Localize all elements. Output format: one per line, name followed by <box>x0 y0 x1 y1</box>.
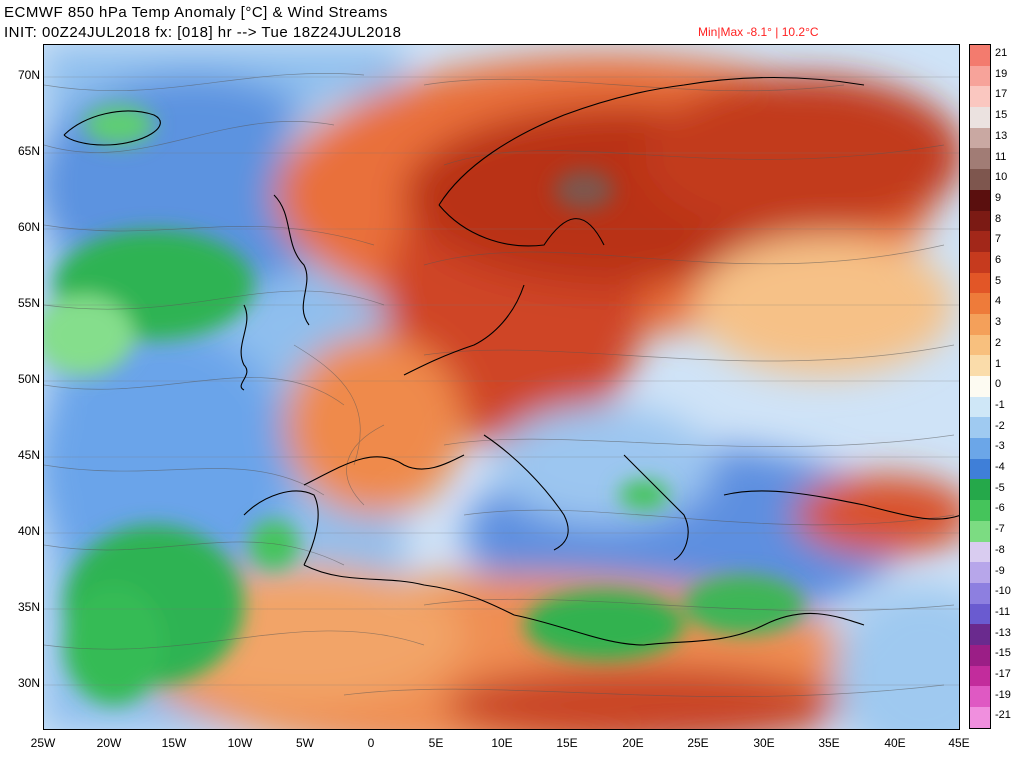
color-scale-label: 0 <box>995 378 1002 391</box>
color-scale-swatch <box>970 272 990 294</box>
color-scale-swatch <box>970 293 990 314</box>
color-scale-label: 5 <box>995 274 1002 287</box>
color-scale-swatch <box>970 665 990 687</box>
lat-label-60n: 60N <box>17 220 40 234</box>
lon-label-25e: 25E <box>687 736 709 750</box>
lon-label-5w: 5W <box>296 736 314 750</box>
lon-label-45e: 45E <box>948 736 970 750</box>
color-scale-label: 9 <box>995 191 1002 204</box>
temperature-anomaly-map <box>43 44 960 730</box>
color-scale-label: 1 <box>995 357 1002 370</box>
color-scale-swatch <box>970 189 990 211</box>
color-scale-label: 11 <box>995 150 1007 163</box>
color-scale-swatch <box>970 45 990 66</box>
color-scale-swatch <box>970 479 990 501</box>
color-scale-label: 13 <box>995 129 1008 142</box>
color-scale-swatch <box>970 210 990 232</box>
lat-label-35n: 35N <box>17 600 40 614</box>
lon-label-35e: 35E <box>818 736 840 750</box>
lat-label-65n: 65N <box>17 144 40 158</box>
lon-label-15e: 15E <box>556 736 578 750</box>
color-scale-swatch <box>970 603 990 625</box>
color-scale-label: 2 <box>995 336 1002 349</box>
lon-label-30e: 30E <box>753 736 775 750</box>
color-scale-swatch <box>970 107 990 128</box>
color-scale-label: 21 <box>995 47 1008 59</box>
lat-label-40n: 40N <box>17 524 40 538</box>
lat-label-45n: 45N <box>17 448 40 462</box>
color-scale-swatch <box>970 417 990 439</box>
lon-label-20e: 20E <box>622 736 644 750</box>
lon-label-25w: 25W <box>30 736 56 750</box>
color-scale-label: 7 <box>995 233 1002 246</box>
color-scale-label: -17 <box>995 668 1011 680</box>
color-scale-label: 3 <box>995 316 1002 329</box>
color-scale-swatch <box>970 169 990 190</box>
color-scale-label: -6 <box>995 502 1005 515</box>
coastlines <box>63 76 959 646</box>
color-scale-swatch <box>970 355 990 376</box>
color-scale-label: -9 <box>995 564 1005 577</box>
color-scale-swatch <box>970 686 990 707</box>
color-scale-swatch <box>970 562 990 583</box>
color-scale-label: -4 <box>995 461 1005 473</box>
color-scale-label: 6 <box>995 254 1002 266</box>
color-scale-label: 15 <box>995 109 1008 122</box>
color-scale-label: 17 <box>995 88 1008 101</box>
color-scale-swatch <box>970 396 990 418</box>
color-scale-label: -15 <box>995 647 1011 660</box>
map-canvas <box>44 45 959 729</box>
lat-label-55n: 55N <box>17 296 40 310</box>
color-scale-swatch <box>970 127 990 149</box>
color-scale-label: -2 <box>995 419 1005 432</box>
color-scale-swatch <box>970 148 990 170</box>
color-scale-swatch <box>970 541 990 563</box>
lat-label-70n: 70N <box>17 68 40 82</box>
color-scale-label: -19 <box>995 688 1011 701</box>
lon-label-15w: 15W <box>161 736 187 750</box>
color-scale-swatch <box>970 500 990 521</box>
color-scale-label: 4 <box>995 295 1002 308</box>
color-scale-swatch <box>970 231 990 252</box>
color-scale-label: -8 <box>995 543 1005 556</box>
color-scale-swatch <box>970 520 990 542</box>
color-scale-swatch <box>970 707 990 728</box>
color-scale-label: -13 <box>995 626 1011 639</box>
color-scale-swatch <box>970 644 990 666</box>
color-scale-swatch <box>970 86 990 108</box>
min-max-readout: Min|Max -8.1° | 10.2°C <box>698 25 819 39</box>
color-scale-swatch <box>970 582 990 604</box>
color-scale-swatch <box>970 438 990 459</box>
color-scale-bar <box>969 44 991 729</box>
lon-label-10e: 10E <box>491 736 513 750</box>
color-scale-swatch <box>970 624 990 645</box>
color-scale-label: -10 <box>995 585 1011 598</box>
color-scale-label: 8 <box>995 212 1002 225</box>
color-scale-swatch <box>970 313 990 335</box>
color-scale-label: -3 <box>995 440 1005 453</box>
lon-label-5e: 5E <box>428 736 444 750</box>
color-scale-label: -11 <box>995 605 1011 618</box>
color-scale-swatch <box>970 458 990 480</box>
color-scale-label: 19 <box>995 67 1008 80</box>
color-scale-label: -21 <box>995 709 1011 722</box>
map-title: ECMWF 850 hPa Temp Anomaly [°C] & Wind S… <box>4 4 388 21</box>
lon-label-10w: 10W <box>227 736 253 750</box>
lon-label-0: 0 <box>367 736 375 750</box>
color-scale-swatch <box>970 376 990 397</box>
color-scale-label: -5 <box>995 481 1005 494</box>
color-scale-label: -1 <box>995 398 1005 411</box>
lon-label-20w: 20W <box>96 736 122 750</box>
lon-label-40e: 40E <box>884 736 906 750</box>
color-scale-swatch <box>970 334 990 356</box>
wind-streamlines <box>44 73 955 697</box>
lat-label-50n: 50N <box>17 372 40 386</box>
color-scale-swatch <box>970 65 990 87</box>
init-forecast-time: INIT: 00Z24JUL2018 fx: [018] hr --> Tue … <box>4 24 402 41</box>
color-scale-label: 10 <box>995 171 1008 184</box>
color-scale-label: -7 <box>995 523 1005 536</box>
color-scale-swatch <box>970 251 990 273</box>
lat-label-30n: 30N <box>17 676 40 690</box>
